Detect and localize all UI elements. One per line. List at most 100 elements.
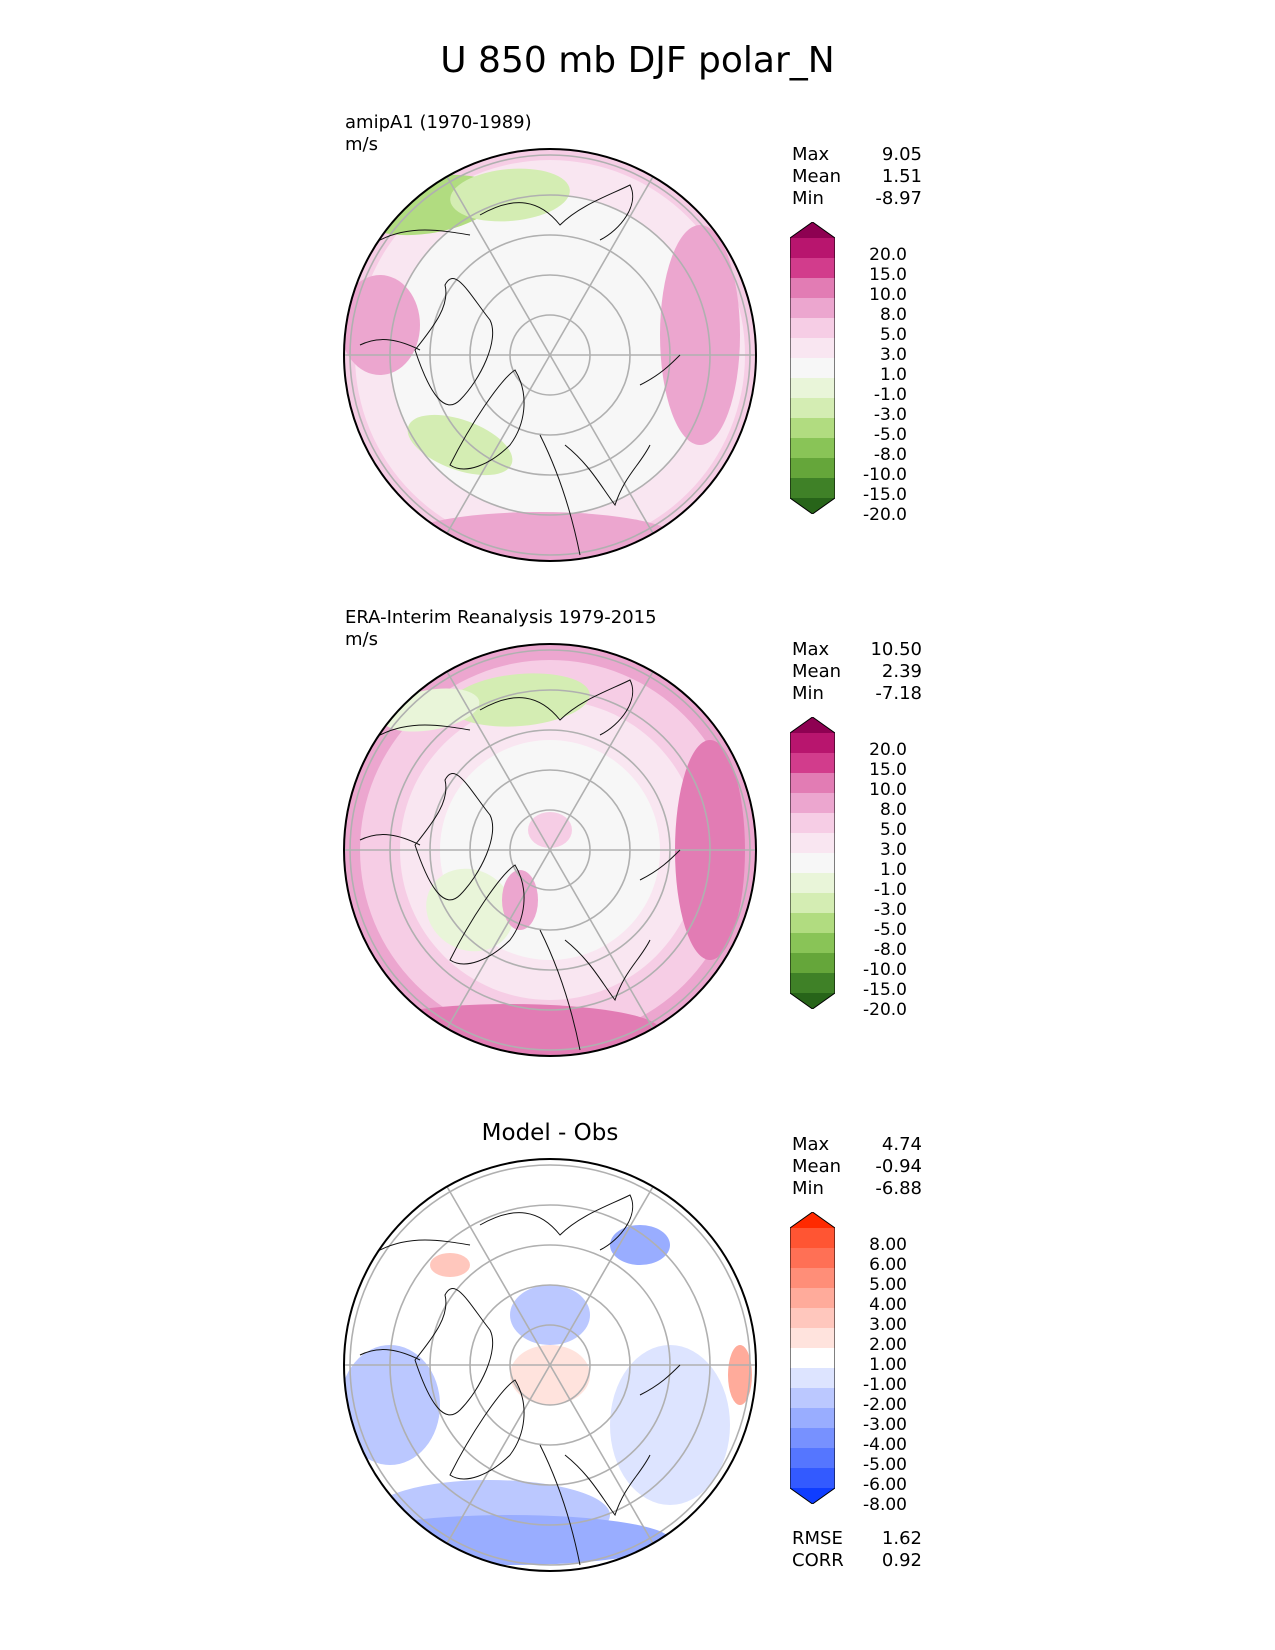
stats-mean-row: Mean 2.39 (792, 661, 922, 682)
colorbar-tick-label: -1.0 (873, 385, 907, 405)
colorbar-tick-label: -5.00 (863, 1455, 907, 1475)
colorbar-tick-label: 1.00 (869, 1355, 907, 1375)
colorbar-extend-bottom (790, 1488, 835, 1504)
coastline (379, 724, 471, 736)
map-obs (343, 643, 757, 1057)
stats-obs: Max 10.50 Mean 2.39 Min -7.18 (792, 639, 922, 705)
stats-min-row: Min -8.97 (792, 188, 922, 209)
colorbar-swatch (790, 1248, 835, 1269)
colorbar-extend-bottom (790, 993, 835, 1009)
coastline (539, 929, 581, 1051)
coastline (379, 1239, 471, 1251)
colorbar-tick-label: -1.0 (873, 880, 907, 900)
map-boundary (343, 643, 757, 1057)
colorbar-tick-label: -8.0 (873, 445, 907, 465)
colorbar-model (790, 222, 835, 514)
colorbar-tick-label: 3.0 (879, 840, 907, 860)
colorbar-tick-label: -10.0 (863, 960, 907, 980)
colorbar-tick-label: -5.0 (873, 920, 907, 940)
colorbar-tick-label: 20.0 (869, 245, 907, 265)
colorbar-tick-label: 5.00 (869, 1275, 907, 1295)
colorbar-tick-label: 8.0 (879, 305, 907, 325)
coastline (449, 1379, 525, 1480)
colorbar-swatch (790, 1328, 835, 1349)
colorbar-swatch (790, 893, 835, 914)
map-field (344, 644, 756, 1056)
colorbar-swatch (790, 1348, 835, 1369)
meridian-line (549, 671, 654, 851)
colorbar-tick-label: 10.0 (869, 780, 907, 800)
colorbar-model-labels: 20.0 15.0 10.0 8.0 5.0 3.0 1.0 -1.0 -3.0 -5.0 -8.0… (837, 222, 907, 524)
figure-title: U 850 mb DJF polar_N (440, 40, 835, 81)
coastline (639, 1364, 681, 1396)
colorbar-diff (790, 1212, 835, 1504)
coastline (564, 939, 651, 1002)
colorbar-swatch (790, 793, 835, 814)
map-boundary (343, 1158, 757, 1572)
coastline (479, 679, 634, 736)
colorbar-swatch (790, 953, 835, 974)
colorbar-tick-label: -8.0 (873, 940, 907, 960)
meridian-line (446, 354, 551, 534)
colorbar-tick-label: 5.0 (879, 325, 907, 345)
colorbar-swatch (790, 833, 835, 854)
colorbar-tick-label: -3.0 (873, 900, 907, 920)
colorbar-diff-labels: 8.00 6.00 5.00 4.00 3.00 2.00 1.00 -1.00 -2.00 -3… (837, 1212, 907, 1514)
coastline (479, 184, 634, 241)
field-region (344, 1345, 440, 1465)
field-region (450, 673, 590, 727)
colorbar-swatch (790, 478, 835, 499)
coastline (414, 1288, 494, 1416)
colorbar-tick-label: -3.0 (873, 405, 907, 425)
colorbar-obs-labels: 20.0 15.0 10.0 8.0 5.0 3.0 1.0 -1.0 -3.0 -5.0 -8.0… (837, 717, 907, 1019)
colorbar-swatch (790, 1388, 835, 1409)
colorbar-swatch (790, 973, 835, 994)
coastline (639, 849, 681, 881)
coastline (449, 864, 525, 965)
colorbar-swatch (790, 458, 835, 479)
colorbar-tick-label: 5.0 (879, 820, 907, 840)
colorbar-swatch (790, 1308, 835, 1329)
meridian-line (446, 1186, 551, 1366)
meridian-line (446, 1364, 551, 1544)
colorbar-swatch (790, 853, 835, 874)
stats-min-row: Min -7.18 (792, 683, 922, 704)
field-region (510, 1345, 590, 1405)
colorbar-tick-label: -10.0 (863, 465, 907, 485)
colorbar-tick-label: -5.0 (873, 425, 907, 445)
meridian-line (446, 671, 551, 851)
coastline (379, 229, 471, 241)
map-boundary (343, 148, 757, 562)
colorbar-tick-label: -15.0 (863, 485, 907, 505)
stats-diff: Max 4.74 Mean -0.94 Min -6.88 (792, 1134, 922, 1200)
colorbar-extend-top (790, 222, 835, 238)
panel-obs-units: m/s (345, 629, 378, 650)
map-model (343, 148, 757, 562)
colorbar-tick-label: -6.00 (863, 1475, 907, 1495)
colorbar-swatch (790, 298, 835, 319)
colorbar-extend-bottom (790, 498, 835, 514)
field-region (360, 1004, 660, 1056)
colorbar-swatch (790, 258, 835, 279)
colorbar-tick-label: 6.00 (869, 1255, 907, 1275)
colorbar-swatch (790, 913, 835, 934)
colorbar-swatch (790, 418, 835, 439)
colorbar-extend-top (790, 1212, 835, 1228)
colorbar-tick-label: 15.0 (869, 760, 907, 780)
colorbar-swatch (790, 1288, 835, 1309)
colorbar-tick-label: 15.0 (869, 265, 907, 285)
colorbar-tick-label: 10.0 (869, 285, 907, 305)
colorbar-swatch (790, 1368, 835, 1389)
coastline (359, 339, 421, 351)
stats-corr-row: CORR 0.92 (792, 1550, 922, 1571)
meridian-line (549, 1186, 654, 1366)
colorbar-swatch (790, 1228, 835, 1249)
colorbar-tick-label: -4.00 (863, 1435, 907, 1455)
meridian-line (549, 1364, 654, 1544)
colorbar-swatch (790, 933, 835, 954)
colorbar-tick-label: 3.0 (879, 345, 907, 365)
colorbar-tick-label: 3.00 (869, 1315, 907, 1335)
field-region (430, 1253, 470, 1277)
colorbar-swatch (790, 1428, 835, 1449)
panel-diff-title: Model - Obs (481, 1120, 619, 1146)
